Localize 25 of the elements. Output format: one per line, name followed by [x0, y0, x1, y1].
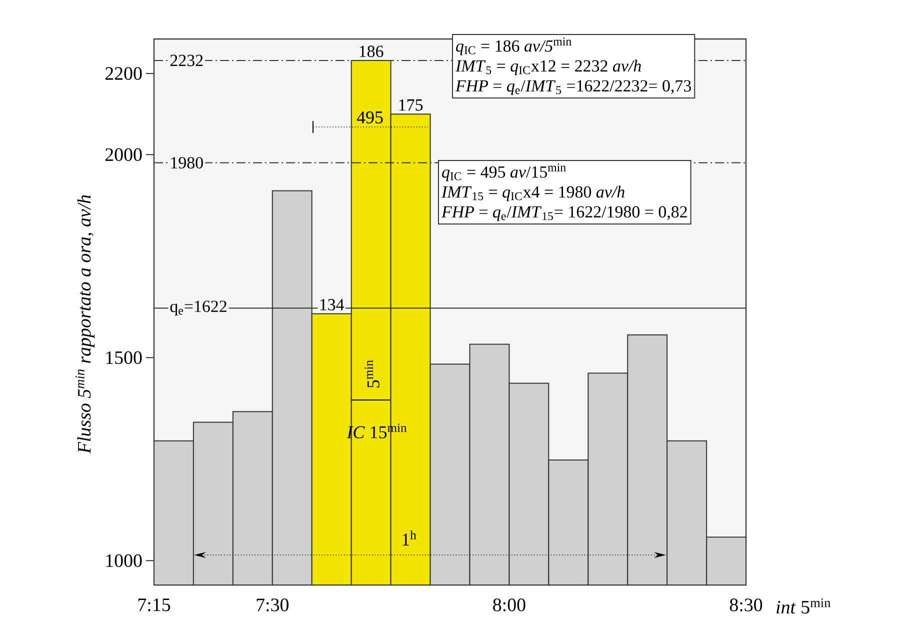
annotation: q$_{IC}$ = 186 av/5$^{min}$ — [456, 37, 572, 56]
x-tick-label: 8:00 — [493, 598, 526, 612]
y-tick-label: 1000 — [106, 554, 142, 568]
y-tick-label: 2000 — [105, 148, 142, 162]
x-tick-label: 7:15 — [138, 598, 170, 612]
annotation: 186 — [360, 46, 384, 58]
ref-line-label: 2232 — [170, 54, 203, 66]
annotation: 1$^{h}$ — [402, 530, 416, 546]
annotation: FHP = q$_{e}$/IMT$_{5}$ =1622/2232= 0,73 — [455, 80, 691, 96]
y-axis-title: Flusso 5$^{min}$ rapportato a ora, av/h — [75, 195, 95, 454]
annotation: 495 — [356, 111, 383, 124]
x-tick-label: 8:30 — [730, 598, 762, 612]
annotation: q$_{IC}$ = 495 av/15$^{min}$ — [442, 163, 566, 182]
annotation: IMT$_{15}$ = q$_{IC}$x4 = 1980 av/h — [441, 186, 624, 202]
annotation: 175 — [399, 99, 423, 111]
annotation: FHP = q$_{e}$/IMT$_{15}$= 1622/1980 = 0,82 — [441, 206, 687, 222]
annotation: 134 — [320, 299, 344, 310]
annotation: IMT$_{5}$ = q$_{IC}$x12 = 2232 av/h — [455, 60, 641, 76]
ref-line-label: q$_{e}$=1622 — [170, 300, 226, 316]
y-tick-label: 1500 — [106, 351, 142, 364]
annotation: 5$^{min}$ — [364, 360, 380, 388]
x-axis-title: int 5$^{min}$ — [776, 598, 831, 614]
x-tick-label: 7:30 — [256, 598, 289, 612]
y-tick-label: 2200 — [105, 67, 142, 80]
ref-line-label: 1980 — [171, 157, 203, 169]
